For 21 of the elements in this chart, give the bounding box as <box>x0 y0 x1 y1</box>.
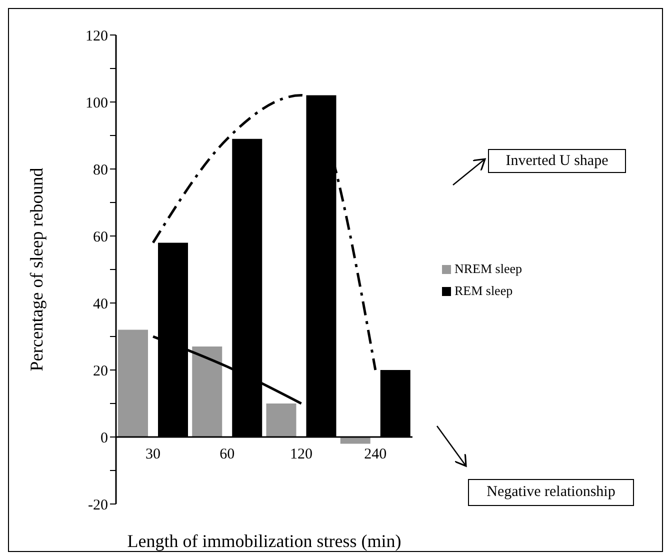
bar <box>118 330 148 437</box>
x-tick-label: 30 <box>146 446 161 463</box>
y-tick-label: -20 <box>88 497 108 514</box>
bar <box>266 404 296 437</box>
y-tick-label: 20 <box>93 363 108 380</box>
x-tick-label: 60 <box>220 446 235 463</box>
x-axis-title: Length of immobilization stress (min) <box>127 531 402 551</box>
text: Negative relationship <box>468 479 634 506</box>
y-tick-label: 100 <box>86 95 108 112</box>
y-tick-label: 80 <box>93 162 108 178</box>
x-tick-label: 240 <box>364 446 387 463</box>
y-axis-title: Percentage of sleep rebound <box>26 168 46 372</box>
text: Inverted U shape <box>488 149 626 173</box>
bar <box>192 346 222 437</box>
y-tick-label: 60 <box>93 229 108 246</box>
y-tick-label: 40 <box>93 296 108 312</box>
legend-label: REM sleep <box>454 283 513 299</box>
y-tick-label: 0 <box>100 430 108 446</box>
y-tick-label: 120 <box>86 28 108 44</box>
x-tick-label: 120 <box>290 446 313 463</box>
legend-label: NREM sleep <box>454 261 522 277</box>
